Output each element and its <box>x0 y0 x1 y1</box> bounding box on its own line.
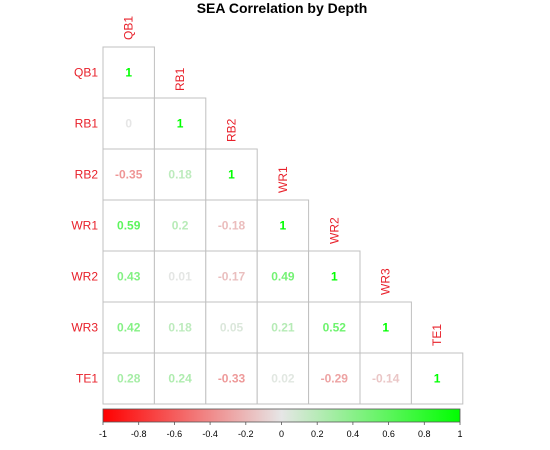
cells-layer: 1 0 1 -0.35 0.18 1 0.59 0.2 -0.18 1 0.43 0.01 -0.17 0… <box>102 46 464 405</box>
heatmap-cell <box>205 301 258 354</box>
column-label: RB2 <box>225 118 239 142</box>
cell-value-label: 0.52 <box>323 321 347 335</box>
cell-value-label: -0.18 <box>218 219 246 233</box>
cell-value-label: 1 <box>177 117 184 131</box>
colorbar-tick-label: -0.2 <box>238 429 254 439</box>
row-label: QB1 <box>74 66 98 80</box>
column-label: WR3 <box>379 268 393 295</box>
column-label: TE1 <box>430 324 444 346</box>
heatmap-cell <box>359 352 412 405</box>
chart-title: SEA Correlation by Depth <box>197 0 368 16</box>
column-label: QB1 <box>122 16 136 40</box>
colorbar: -1 -0.8 -0.6 -0.4 -0.2 0 0.2 0.4 0.6 0.8 1 <box>99 408 463 439</box>
row-label: WR1 <box>71 219 98 233</box>
heatmap-cell <box>256 199 310 252</box>
colorbar-tick-label: 0.8 <box>418 429 431 439</box>
heatmap-cell <box>410 352 464 405</box>
column-label: WR2 <box>327 217 341 244</box>
cell-value-label: 0.2 <box>172 219 189 233</box>
colorbar-tick-label: 0.6 <box>382 429 395 439</box>
cell-value-label: 0.24 <box>168 372 192 386</box>
row-label: RB2 <box>75 168 99 182</box>
heatmap-cell <box>153 250 207 303</box>
cell-value-label: 1 <box>125 66 132 80</box>
heatmap-cell <box>102 97 155 150</box>
cell-value-label: 0.49 <box>271 270 295 284</box>
cell-value-label: -0.17 <box>218 270 246 284</box>
cell-value-label: 0.28 <box>117 372 141 386</box>
colorbar-tick-label: -0.4 <box>202 429 218 439</box>
cell-value-label: 0.59 <box>117 219 141 233</box>
cell-value-label: 1 <box>228 168 235 182</box>
heatmap-cell <box>308 301 361 354</box>
heatmap-cell <box>153 199 207 252</box>
colorbar-tick-label: -0.6 <box>167 429 183 439</box>
row-label: RB1 <box>75 117 99 131</box>
heatmap-cell <box>256 250 310 303</box>
cell-value-label: 0.18 <box>168 168 192 182</box>
cell-value-label: -0.35 <box>115 168 143 182</box>
cell-value-label: 1 <box>280 219 287 233</box>
row-label: TE1 <box>76 372 98 386</box>
cell-value-label: -0.33 <box>218 372 246 386</box>
cell-value-label: 1 <box>331 270 338 284</box>
cell-value-label: 0.02 <box>271 372 295 386</box>
row-label: WR2 <box>71 270 98 284</box>
heatmap-cell <box>256 352 310 405</box>
colorbar-gradient <box>102 408 461 423</box>
heatmap-cell <box>153 97 207 150</box>
heatmap-cell <box>153 301 207 354</box>
colorbar-tick-label: 0.4 <box>347 429 360 439</box>
heatmap-cell <box>256 301 310 354</box>
row-label: WR3 <box>71 321 98 335</box>
row-labels: QB1 RB1 RB2 WR1 WR2 WR3 TE1 <box>71 66 98 386</box>
cell-value-label: 0.21 <box>271 321 295 335</box>
cell-value-label: 0.18 <box>168 321 192 335</box>
heatmap-cell <box>102 46 155 99</box>
cell-value-label: 1 <box>434 372 441 386</box>
colorbar-tick-label: 1 <box>457 429 462 439</box>
cell-value-label: 0.43 <box>117 270 141 284</box>
heatmap-cell <box>153 352 207 405</box>
cell-value-label: -0.14 <box>372 372 400 386</box>
heatmap-cell <box>359 301 412 354</box>
column-labels: QB1 RB1 RB2 WR1 WR2 WR3 TE1 <box>122 16 444 346</box>
cell-value-label: -0.29 <box>321 372 349 386</box>
cell-value-label: 1 <box>382 321 389 335</box>
colorbar-tick-label: 0 <box>279 429 284 439</box>
column-label: RB1 <box>173 67 187 91</box>
colorbar-tick-label: -0.8 <box>131 429 147 439</box>
cell-value-label: 0.42 <box>117 321 141 335</box>
cell-value-label: 0.05 <box>220 321 244 335</box>
column-label: WR1 <box>276 166 290 193</box>
colorbar-tick-label: 0.2 <box>311 429 324 439</box>
heatmap-cell <box>102 352 155 405</box>
cell-value-label: 0 <box>125 117 132 131</box>
cell-value-label: 0.01 <box>168 270 192 284</box>
heatmap-cell <box>102 301 155 354</box>
colorbar-tick-label: -1 <box>99 429 107 439</box>
heatmap-cell <box>205 148 258 201</box>
